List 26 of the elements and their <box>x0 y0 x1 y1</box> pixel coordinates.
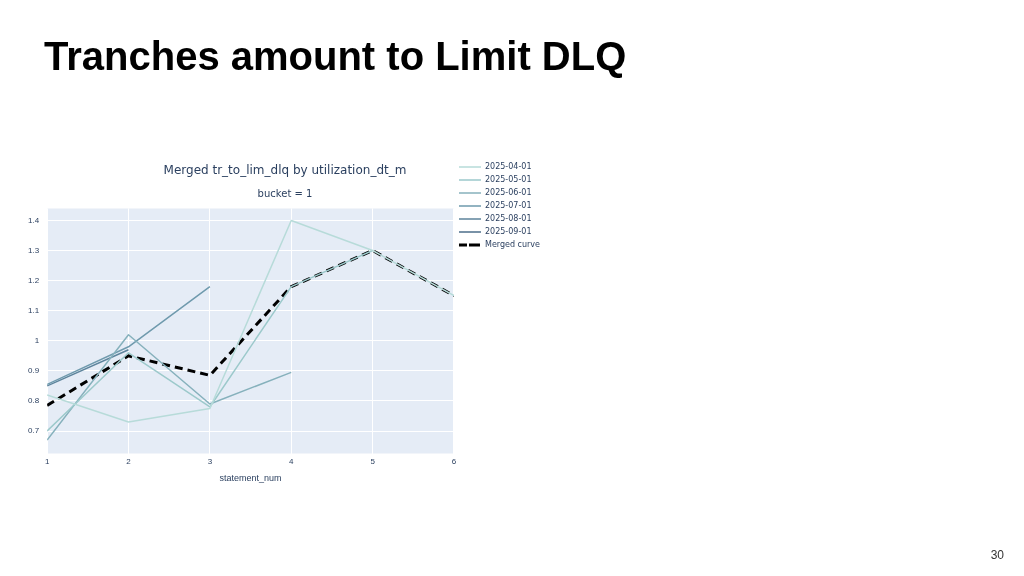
chart-subtitle: Merged tr_to_lim_dlq by utilization_dt_m <box>163 163 407 178</box>
legend-label: 2025-06-01 <box>484 188 532 198</box>
y-tick-label: 1.3 <box>28 245 40 255</box>
legend-label: 2025-07-01 <box>484 201 532 211</box>
text: bucket = 1 <box>257 187 313 199</box>
legend-label: 2025-08-01 <box>484 214 532 224</box>
legend-label: 2025-04-01 <box>484 162 532 172</box>
y-tick-label: 0.7 <box>28 426 40 436</box>
x-axis-title: statement_num <box>219 473 282 484</box>
y-tick-label: 0.8 <box>28 396 40 406</box>
legend-label: 2025-09-01 <box>484 227 532 237</box>
y-tick-label: 1 <box>34 335 40 345</box>
y-tick-label: 1.4 <box>28 215 40 225</box>
legend-label: Merged curve <box>484 240 541 250</box>
x-tick-label: 1 <box>44 456 50 466</box>
y-tick-label: 0.9 <box>28 366 40 376</box>
x-tick-label: 4 <box>289 456 295 466</box>
x-tick-label: 6 <box>451 456 457 466</box>
chart-title: Tranches amount to Limit DLQ <box>44 34 627 79</box>
legend-label: 2025-05-01 <box>484 175 532 185</box>
x-tick-label: 5 <box>370 456 376 466</box>
x-tick-label: 3 <box>207 456 213 466</box>
text: 30 <box>990 548 1004 562</box>
y-tick-label: 1.2 <box>28 275 40 285</box>
x-tick-label: 2 <box>126 456 132 466</box>
y-tick-label: 1.1 <box>28 305 40 315</box>
